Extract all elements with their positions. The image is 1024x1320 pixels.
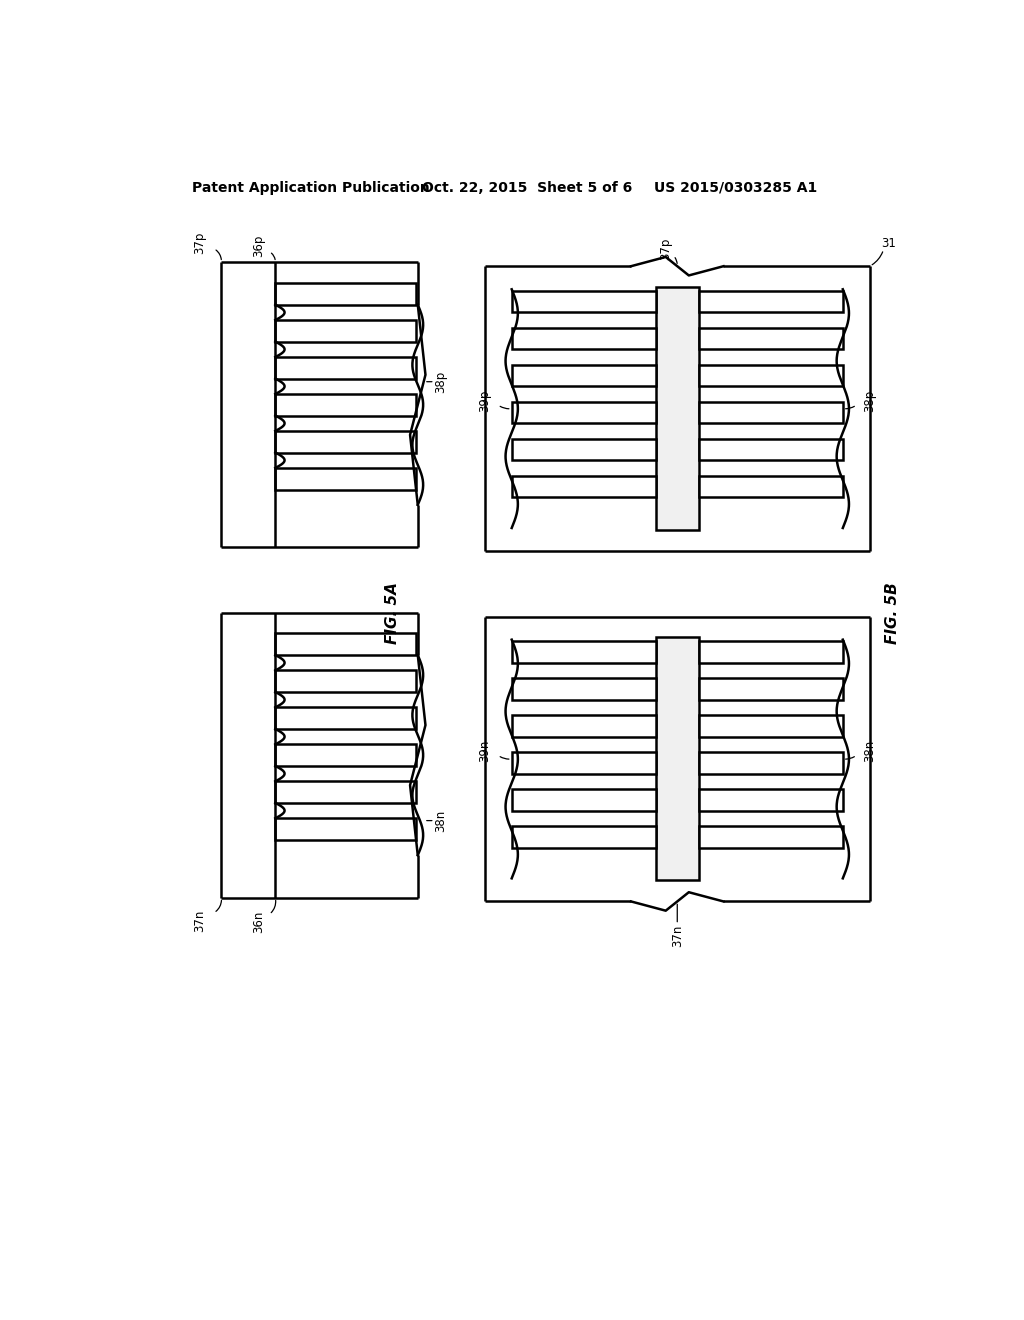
Text: FIG. 5B: FIG. 5B — [886, 582, 900, 644]
Bar — [512, 438, 656, 461]
Bar — [512, 678, 656, 700]
Bar — [275, 395, 416, 416]
Bar — [698, 678, 843, 700]
Bar — [698, 327, 843, 350]
Bar — [275, 432, 416, 453]
Bar — [656, 638, 698, 880]
Bar — [512, 475, 656, 498]
Text: 39n: 39n — [478, 741, 492, 763]
Text: US 2015/0303285 A1: US 2015/0303285 A1 — [654, 181, 817, 194]
Bar — [698, 438, 843, 461]
Bar — [698, 290, 843, 313]
Bar — [512, 826, 656, 847]
Text: 36p: 36p — [252, 234, 265, 256]
Text: 38p: 38p — [863, 389, 877, 412]
Bar — [275, 781, 416, 803]
Bar — [698, 826, 843, 847]
Text: 31: 31 — [882, 236, 896, 249]
Bar — [275, 469, 416, 490]
Bar — [656, 286, 698, 529]
Bar — [512, 642, 656, 663]
Text: 37n: 37n — [671, 925, 684, 948]
Bar — [512, 752, 656, 774]
Text: 37p: 37p — [194, 232, 207, 255]
Text: FIG. 5A: FIG. 5A — [385, 582, 399, 644]
Text: 38p: 38p — [434, 371, 447, 393]
Bar — [698, 715, 843, 737]
Bar — [275, 818, 416, 840]
Text: 39p: 39p — [478, 389, 492, 412]
Bar — [698, 752, 843, 774]
Bar — [275, 744, 416, 766]
Bar — [698, 475, 843, 498]
Bar — [512, 715, 656, 737]
Bar — [512, 789, 656, 810]
Text: 36n: 36n — [252, 911, 265, 933]
Text: 38n: 38n — [434, 809, 447, 832]
Text: Oct. 22, 2015  Sheet 5 of 6: Oct. 22, 2015 Sheet 5 of 6 — [422, 181, 632, 194]
Text: Patent Application Publication: Patent Application Publication — [193, 181, 430, 194]
Bar — [275, 358, 416, 379]
Bar — [512, 290, 656, 313]
Bar — [275, 634, 416, 655]
Text: 37p: 37p — [659, 238, 672, 260]
Bar — [698, 642, 843, 663]
Bar — [512, 327, 656, 350]
Bar — [698, 789, 843, 810]
Bar — [512, 401, 656, 424]
Bar — [275, 321, 416, 342]
Bar — [698, 401, 843, 424]
Text: 38n: 38n — [863, 741, 877, 763]
Bar — [275, 671, 416, 692]
Bar — [512, 364, 656, 387]
Bar — [275, 284, 416, 305]
Bar — [698, 364, 843, 387]
Text: 37n: 37n — [194, 909, 207, 932]
Bar — [275, 708, 416, 729]
